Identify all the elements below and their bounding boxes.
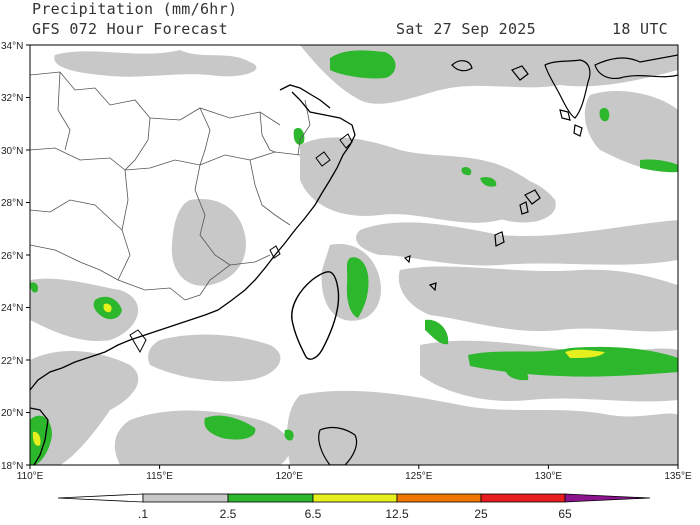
map-title: Precipitation (mm/6hr)	[32, 0, 238, 18]
colorbar-label: 12.5	[385, 507, 409, 521]
longitude-axis: 110°E 115°E 120°E 125°E 130°E 135°E	[17, 465, 692, 482]
coastal-islands	[129, 133, 353, 354]
heavy-precip-areas	[32, 303, 605, 446]
colorbar-segment-grey	[142, 493, 229, 503]
colorbar-segment-orange	[396, 493, 482, 503]
taiwan-island	[291, 271, 340, 360]
lon-label: 130°E	[535, 471, 563, 482]
lat-label: 24°N	[1, 303, 23, 314]
lat-label: 28°N	[1, 198, 23, 209]
lat-label: 26°N	[1, 251, 23, 262]
colorbar-label: .1	[138, 507, 148, 521]
colorbar: .1 2.5 6.5 12.5 25 65	[57, 493, 651, 521]
colorbar-label: 65	[558, 507, 572, 521]
lon-label: 115°E	[146, 471, 173, 482]
colorbar-label: 2.5	[220, 507, 237, 521]
colorbar-segment-red	[480, 493, 566, 503]
colorbar-segment-yellow	[312, 493, 398, 503]
japan-islands	[403, 54, 678, 292]
lat-label: 32°N	[1, 93, 23, 104]
colorbar-label: 25	[474, 507, 488, 521]
map-area	[30, 45, 678, 465]
borders	[30, 71, 311, 301]
colorbar-segment-purple	[564, 493, 651, 503]
lon-label: 110°E	[17, 471, 44, 482]
latitude-axis: 34°N 32°N 30°N 28°N 26°N 24°N 22°N 20°N …	[1, 41, 30, 472]
luzon-island	[318, 426, 358, 465]
map-subtitle: GFS 072 Hour Forecast	[32, 20, 228, 38]
lat-label: 34°N	[1, 41, 23, 52]
colorbar-segment-green	[227, 493, 314, 503]
lon-label: 125°E	[405, 471, 433, 482]
lat-label: 30°N	[1, 146, 23, 157]
lat-label: 18°N	[1, 461, 23, 472]
lon-label: 120°E	[276, 471, 304, 482]
coastlines	[30, 84, 356, 465]
colorbar-label: 6.5	[305, 507, 322, 521]
valid-date: Sat 27 Sep 2025	[396, 20, 536, 38]
lat-label: 22°N	[1, 356, 23, 367]
colorbar-segment-white	[57, 493, 144, 503]
lat-label: 20°N	[1, 408, 23, 419]
valid-time: 18 UTC	[612, 20, 668, 38]
lon-label: 135°E	[664, 471, 692, 482]
